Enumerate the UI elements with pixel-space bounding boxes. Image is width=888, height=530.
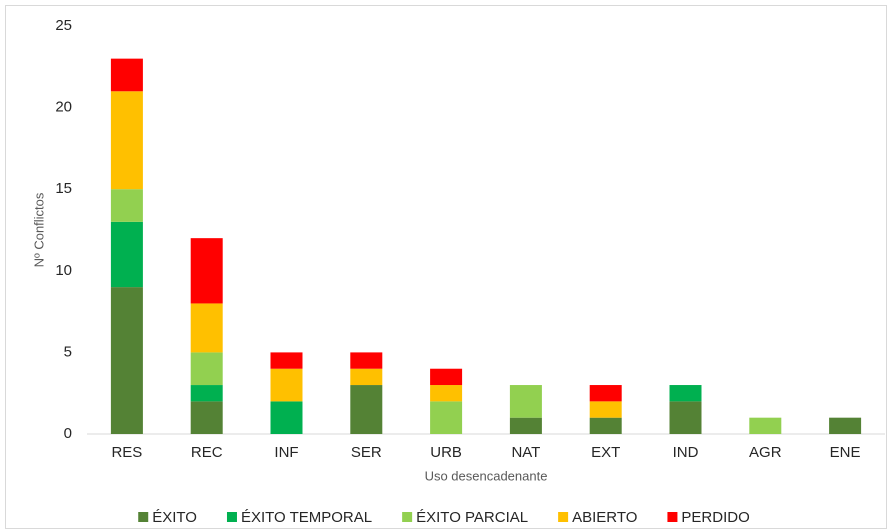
- bar-segment: [669, 385, 702, 402]
- bar-segment: [749, 417, 782, 434]
- bar-segment: [589, 417, 622, 434]
- x-tick-label: IND: [673, 444, 699, 461]
- x-tick-label: RES: [111, 444, 142, 461]
- bar-segment: [190, 401, 223, 434]
- legend-label: ÉXITO: [152, 509, 197, 526]
- bar-segment: [589, 385, 622, 402]
- bar-segment: [509, 417, 542, 434]
- legend-label: ÉXITO TEMPORAL: [241, 509, 372, 526]
- bar-segment: [110, 91, 143, 190]
- legend-swatch: [667, 512, 678, 522]
- bar-segment: [190, 303, 223, 353]
- bar-segment: [430, 401, 463, 434]
- bar-segment: [110, 58, 143, 92]
- legend-label: ÉXITO PARCIAL: [416, 509, 528, 526]
- y-tick-label: 15: [55, 180, 72, 197]
- legend-label: ABIERTO: [572, 509, 637, 526]
- bar-segment: [190, 385, 223, 402]
- bar-segment: [110, 221, 143, 288]
- x-tick-label: NAT: [511, 444, 540, 461]
- y-tick-label: 25: [55, 17, 72, 34]
- bar-segment: [430, 368, 463, 386]
- x-tick-label: EXT: [591, 444, 620, 461]
- x-tick-label: URB: [430, 444, 462, 461]
- y-tick-label: 20: [55, 99, 72, 116]
- x-tick-label: ENE: [830, 444, 861, 461]
- bar-segment: [589, 401, 622, 418]
- legend-swatch: [138, 512, 149, 522]
- bar-segment: [270, 352, 303, 369]
- legend-swatch: [226, 512, 237, 522]
- bar-segment: [190, 238, 223, 304]
- bar-segment: [190, 352, 223, 386]
- bar-segment: [829, 417, 862, 434]
- legend-swatch: [402, 512, 413, 522]
- bar-segment: [350, 368, 383, 386]
- bar-segment: [509, 385, 542, 418]
- y-tick-label: 0: [64, 425, 72, 442]
- bar-segment: [430, 385, 463, 402]
- x-tick-label: SER: [351, 444, 382, 461]
- bar-segment: [669, 401, 702, 434]
- bar-segment: [270, 368, 303, 402]
- y-tick-label: 10: [55, 262, 72, 279]
- y-axis-label: Nº Conflictos: [31, 192, 46, 267]
- legend-swatch: [558, 512, 569, 522]
- x-axis-label: Uso desencadenante: [425, 468, 548, 483]
- bar-segment: [350, 385, 383, 434]
- bar-segment: [270, 401, 303, 434]
- y-tick-label: 5: [64, 343, 72, 360]
- x-tick-label: INF: [274, 444, 298, 461]
- x-tick-label: AGR: [749, 444, 782, 461]
- chart-border: [5, 5, 887, 529]
- bar-segment: [350, 352, 383, 369]
- bar-segment: [110, 287, 143, 434]
- x-tick-label: REC: [191, 444, 223, 461]
- bar-segment: [110, 189, 143, 222]
- legend-label: PERDIDO: [681, 509, 749, 526]
